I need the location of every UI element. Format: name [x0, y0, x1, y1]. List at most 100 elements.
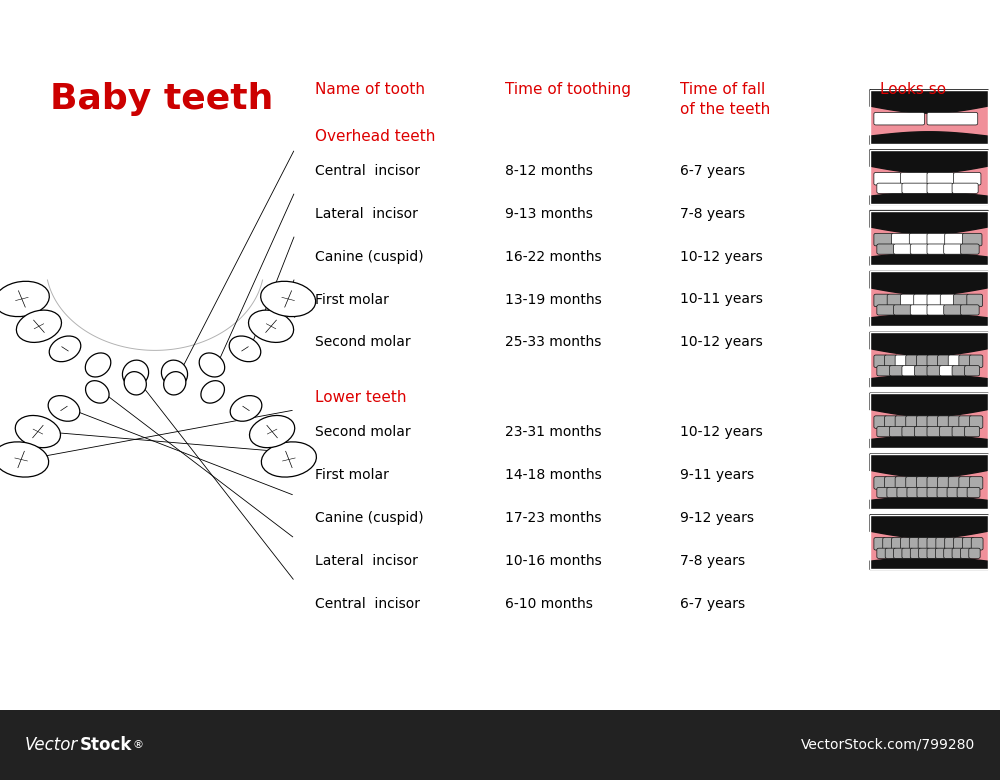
- FancyBboxPatch shape: [910, 305, 929, 315]
- Bar: [870, 271, 988, 288]
- FancyBboxPatch shape: [959, 477, 972, 489]
- Text: 10-16 months: 10-16 months: [505, 554, 602, 568]
- FancyBboxPatch shape: [895, 416, 908, 428]
- FancyBboxPatch shape: [892, 537, 903, 550]
- FancyBboxPatch shape: [952, 183, 978, 193]
- FancyBboxPatch shape: [927, 112, 978, 125]
- Bar: [870, 150, 988, 204]
- FancyBboxPatch shape: [900, 537, 912, 550]
- Text: Stock: Stock: [80, 736, 132, 754]
- FancyBboxPatch shape: [892, 233, 911, 246]
- FancyBboxPatch shape: [952, 548, 963, 558]
- Ellipse shape: [48, 395, 80, 421]
- Text: Canine (cuspid): Canine (cuspid): [315, 511, 424, 525]
- Bar: [870, 271, 988, 326]
- Text: 8-12 months: 8-12 months: [505, 164, 593, 178]
- Bar: [870, 454, 988, 509]
- Ellipse shape: [199, 353, 225, 377]
- Text: Lower teeth: Lower teeth: [315, 390, 406, 405]
- Text: ®: ®: [132, 740, 143, 750]
- Polygon shape: [870, 314, 988, 326]
- Text: First molar: First molar: [315, 468, 389, 482]
- FancyBboxPatch shape: [877, 488, 890, 498]
- FancyBboxPatch shape: [944, 244, 962, 254]
- Text: Baby teeth: Baby teeth: [50, 82, 273, 116]
- Text: Central  incisor: Central incisor: [315, 597, 420, 611]
- Ellipse shape: [49, 336, 81, 362]
- Text: 10-12 years: 10-12 years: [680, 250, 763, 264]
- FancyBboxPatch shape: [960, 548, 972, 558]
- Ellipse shape: [229, 336, 261, 362]
- FancyBboxPatch shape: [969, 477, 983, 489]
- FancyBboxPatch shape: [927, 537, 939, 550]
- FancyBboxPatch shape: [910, 244, 929, 254]
- Bar: [870, 332, 988, 387]
- Text: 7-8 years: 7-8 years: [680, 554, 745, 568]
- Polygon shape: [870, 393, 988, 417]
- FancyBboxPatch shape: [940, 427, 955, 437]
- FancyBboxPatch shape: [940, 294, 956, 307]
- Ellipse shape: [250, 416, 295, 448]
- FancyBboxPatch shape: [887, 488, 900, 498]
- FancyBboxPatch shape: [927, 427, 942, 437]
- Text: 6-10 months: 6-10 months: [505, 597, 593, 611]
- FancyBboxPatch shape: [940, 366, 955, 376]
- FancyBboxPatch shape: [927, 183, 953, 193]
- FancyBboxPatch shape: [902, 548, 913, 558]
- Ellipse shape: [85, 353, 111, 377]
- Bar: [870, 90, 988, 144]
- FancyBboxPatch shape: [927, 305, 946, 315]
- Polygon shape: [870, 515, 988, 538]
- Bar: [870, 332, 988, 349]
- FancyBboxPatch shape: [900, 294, 916, 307]
- Text: Second molar: Second molar: [315, 335, 411, 349]
- Ellipse shape: [16, 310, 61, 342]
- FancyBboxPatch shape: [877, 548, 888, 558]
- FancyBboxPatch shape: [927, 366, 942, 376]
- Bar: [870, 257, 988, 265]
- Polygon shape: [870, 557, 988, 569]
- Ellipse shape: [86, 381, 109, 403]
- FancyBboxPatch shape: [885, 355, 898, 367]
- Bar: [870, 318, 988, 326]
- Polygon shape: [870, 454, 988, 477]
- Bar: [870, 515, 988, 569]
- Text: Name of tooth: Name of tooth: [315, 82, 425, 97]
- FancyBboxPatch shape: [874, 416, 887, 428]
- FancyBboxPatch shape: [916, 416, 930, 428]
- FancyBboxPatch shape: [952, 366, 967, 376]
- FancyBboxPatch shape: [962, 233, 982, 246]
- FancyBboxPatch shape: [887, 294, 903, 307]
- FancyBboxPatch shape: [935, 548, 947, 558]
- Bar: [870, 90, 988, 144]
- FancyBboxPatch shape: [885, 477, 898, 489]
- Polygon shape: [870, 192, 988, 204]
- FancyBboxPatch shape: [952, 427, 967, 437]
- Text: Lateral  incisor: Lateral incisor: [315, 554, 418, 568]
- FancyBboxPatch shape: [959, 416, 972, 428]
- FancyBboxPatch shape: [962, 537, 974, 550]
- FancyBboxPatch shape: [874, 233, 893, 246]
- FancyBboxPatch shape: [927, 548, 938, 558]
- FancyBboxPatch shape: [967, 294, 983, 307]
- FancyBboxPatch shape: [927, 294, 943, 307]
- Bar: [870, 150, 988, 166]
- Bar: [870, 515, 988, 531]
- Ellipse shape: [0, 282, 49, 317]
- Text: 10-12 years: 10-12 years: [680, 425, 763, 439]
- FancyBboxPatch shape: [874, 477, 887, 489]
- Bar: [870, 379, 988, 387]
- Polygon shape: [870, 150, 988, 173]
- FancyBboxPatch shape: [889, 427, 904, 437]
- Bar: [870, 393, 988, 448]
- Polygon shape: [870, 374, 988, 387]
- Text: 17-23 months: 17-23 months: [505, 511, 602, 525]
- FancyBboxPatch shape: [948, 416, 962, 428]
- FancyBboxPatch shape: [916, 477, 930, 489]
- Text: Overhead teeth: Overhead teeth: [315, 129, 435, 144]
- FancyBboxPatch shape: [874, 537, 886, 550]
- Bar: [870, 211, 988, 265]
- FancyBboxPatch shape: [967, 488, 980, 498]
- Text: 14-18 months: 14-18 months: [505, 468, 602, 482]
- Text: 9-11 years: 9-11 years: [680, 468, 754, 482]
